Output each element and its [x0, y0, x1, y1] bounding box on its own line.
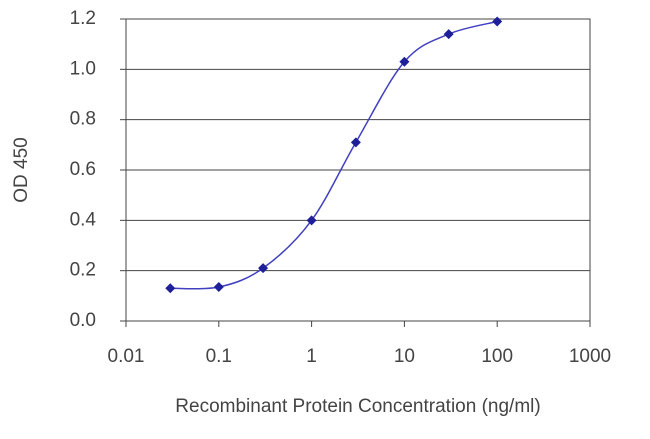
- y-axis-label: OD 450: [11, 137, 32, 202]
- point: [443, 29, 454, 40]
- point: [492, 16, 503, 27]
- plot-frame: [125, 18, 591, 322]
- y-tick-label: 0.6: [70, 159, 96, 180]
- point: [350, 137, 361, 148]
- point: [213, 282, 224, 293]
- x-tick-label: 0.01: [108, 346, 145, 367]
- x-tick-label: 1000: [569, 346, 611, 367]
- x-tick-label: 1: [306, 346, 317, 367]
- x-axis-label: Recombinant Protein Concentration (ng/ml…: [175, 396, 540, 417]
- y-tick-label: 0.0: [70, 310, 96, 331]
- x-tick-label: 0.1: [206, 346, 232, 367]
- curve: [170, 20, 498, 290]
- y-tick-label: 0.4: [70, 209, 97, 230]
- y-tick-label: 0.2: [70, 260, 96, 281]
- point: [399, 56, 410, 67]
- point: [306, 215, 317, 226]
- y-tick-label: 1.0: [70, 58, 96, 79]
- x-tick-label: 10: [394, 346, 415, 367]
- point: [258, 263, 269, 274]
- y-tick-label: 1.2: [70, 8, 96, 29]
- point: [165, 283, 176, 294]
- x-tick-label: 100: [481, 346, 513, 367]
- y-tick-label: 0.8: [70, 109, 96, 130]
